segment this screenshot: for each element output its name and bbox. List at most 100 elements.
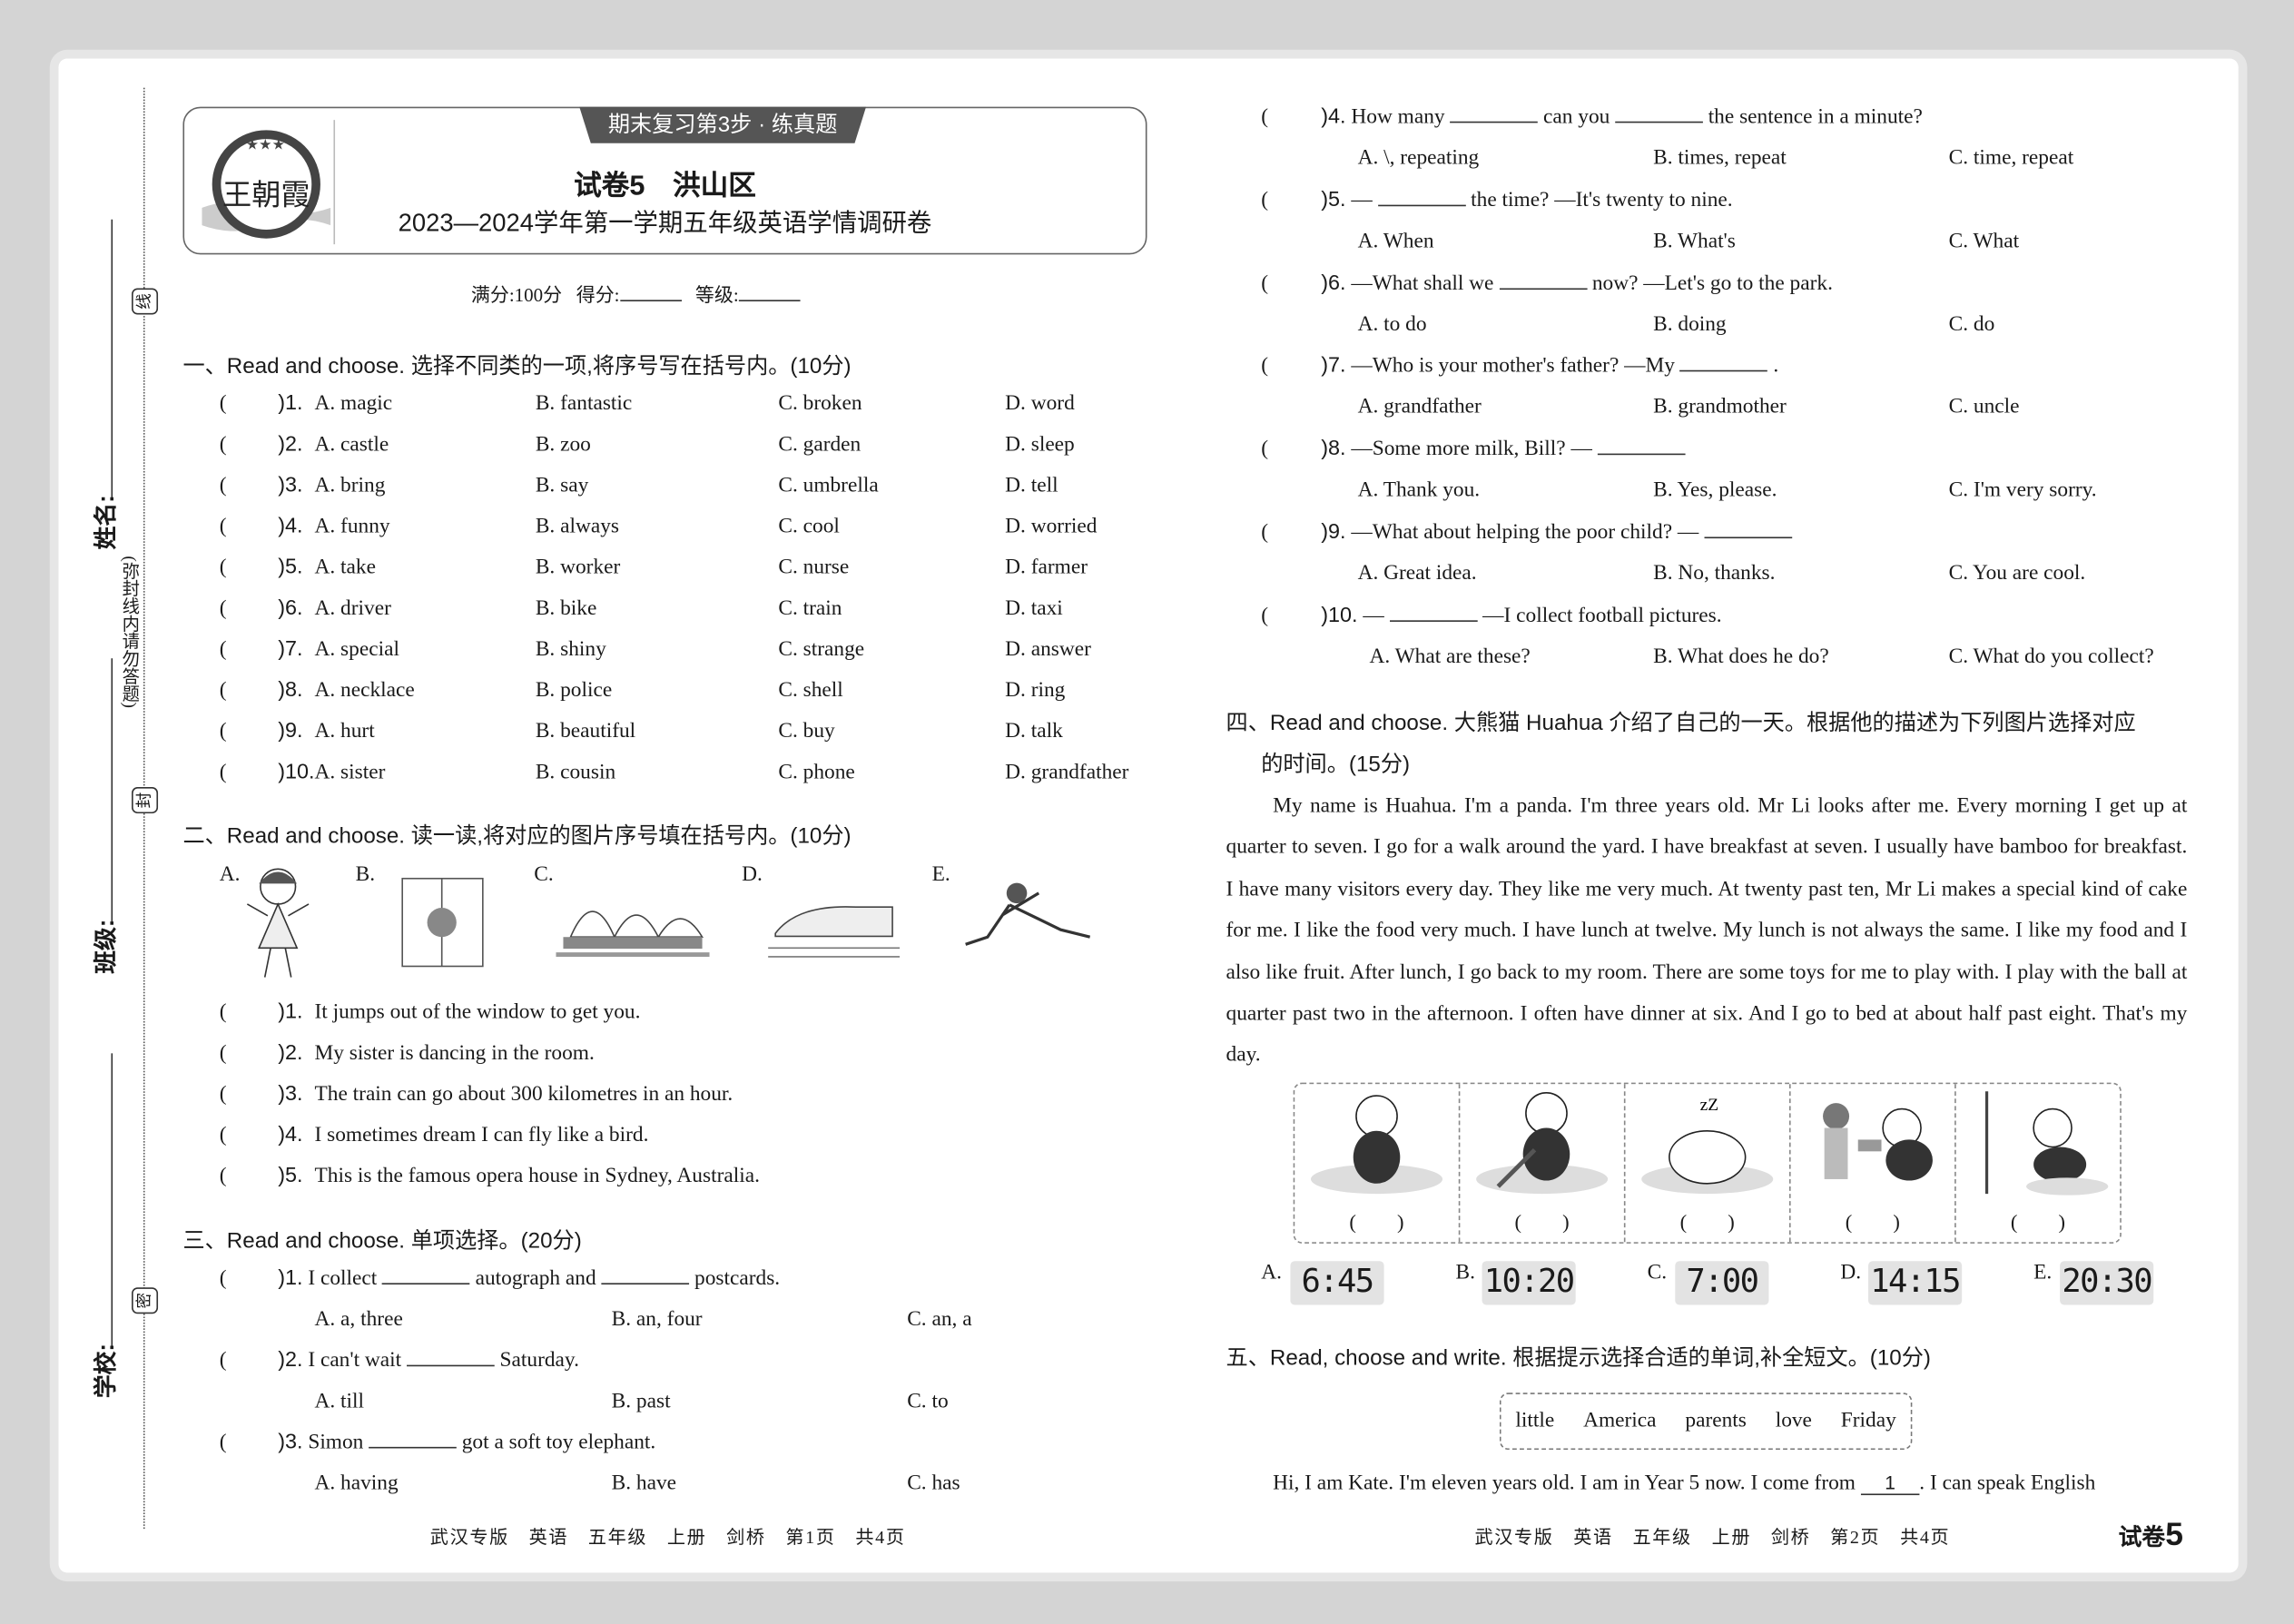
question-stem: )3. Simon got a soft toy elephant. <box>278 1431 655 1455</box>
option-b: B. worker <box>535 556 621 580</box>
answer-blank[interactable] <box>1389 619 1478 622</box>
option-a: A. \, repeating <box>1357 146 1480 170</box>
option-d: D. talk <box>1005 719 1063 743</box>
question-text: This is the famous opera house in Sydney… <box>314 1164 760 1188</box>
answer-paren[interactable]: ( <box>219 1266 227 1291</box>
question-text: Saturday. <box>499 1348 579 1373</box>
answer-paren[interactable]: ( <box>219 1082 227 1107</box>
option-a: A. Thank you. <box>1357 478 1481 503</box>
badge-text: 试卷 <box>2118 1525 2166 1551</box>
option-a: A. to do <box>1357 312 1427 337</box>
answer-paren[interactable]: ( ) <box>1679 1213 1735 1235</box>
answer-paren[interactable]: ( <box>1261 188 1269 212</box>
answer-paren[interactable]: ( <box>219 1041 227 1066</box>
answer-paren[interactable]: ( <box>1261 520 1269 545</box>
digital-clock: 10:20 <box>1482 1261 1576 1305</box>
answer-blank[interactable] <box>406 1364 495 1367</box>
digital-clock: 6:45 <box>1290 1261 1384 1305</box>
answer-blank[interactable] <box>1679 370 1768 372</box>
answer-blank[interactable] <box>382 1283 470 1284</box>
question-text: —Who is your mother's father? —My <box>1351 354 1676 379</box>
question-number: )3. <box>278 1431 303 1454</box>
answer-paren[interactable]: ( <box>1261 604 1269 628</box>
option-c: C. cool <box>778 515 840 539</box>
grade-field[interactable] <box>738 300 801 301</box>
option-c: C. I'm very sorry. <box>1948 478 2097 503</box>
answer-blank[interactable] <box>1450 121 1539 123</box>
question-stem: )6. —What shall we now? —Let's go to the… <box>1321 271 1833 296</box>
question-number: )1. <box>278 1000 303 1025</box>
answer-paren[interactable]: ( <box>219 474 227 497</box>
answer-paren[interactable]: ( ) <box>1845 1213 1900 1235</box>
option-b: B. shiny <box>535 637 606 662</box>
option-b: B. bike <box>535 596 597 621</box>
answer-paren[interactable]: ( <box>219 761 227 784</box>
answer-paren[interactable]: ( <box>1261 105 1269 129</box>
option-b: B. times, repeat <box>1653 146 1787 170</box>
section-2-title: 二、Read and choose. 读一读,将对应的图片序号填在括号内。(10… <box>182 823 852 849</box>
answer-paren[interactable]: ( <box>219 1123 227 1147</box>
section-3-title: 三、Read and choose. 单项选择。(20分) <box>182 1228 582 1255</box>
answer-paren[interactable]: ( <box>219 719 227 743</box>
answer-paren[interactable]: ( <box>1261 354 1269 379</box>
answer-paren[interactable]: ( <box>219 678 227 703</box>
option-d: D. ring <box>1005 678 1066 703</box>
answer-blank[interactable] <box>1377 204 1466 206</box>
answer-paren[interactable]: ( <box>1261 438 1269 461</box>
question-text: postcards. <box>694 1266 781 1291</box>
cloze-blank-1[interactable]: 1 <box>1860 1471 1920 1496</box>
question-number: )7. <box>278 637 303 662</box>
score-field[interactable] <box>619 300 682 301</box>
question-text: I can't wait <box>308 1348 402 1373</box>
option-a: A. driver <box>314 596 391 621</box>
question-text: It jumps out of the window to get you. <box>314 1000 641 1025</box>
footer-right: 武汉专版 英语 五年级 上册 剑桥 第2页 共4页 <box>1474 1527 1951 1549</box>
answer-paren[interactable]: ( ) <box>1514 1213 1570 1235</box>
answer-paren[interactable]: ( <box>1261 271 1269 295</box>
answer-paren[interactable]: ( ) <box>2010 1213 2066 1235</box>
answer-blank[interactable] <box>1597 453 1686 456</box>
option-d: D. tell <box>1005 474 1058 497</box>
answer-paren[interactable]: ( <box>219 515 227 539</box>
question-number: )7. <box>1321 354 1346 379</box>
answer-blank[interactable] <box>1499 287 1587 290</box>
answer-paren[interactable]: ( <box>219 391 227 416</box>
option-a: A. bring <box>314 474 386 497</box>
option-b: B. police <box>535 678 613 703</box>
answer-paren[interactable]: ( <box>219 637 227 662</box>
answer-blank[interactable] <box>369 1446 457 1449</box>
answer-blank[interactable] <box>1615 121 1703 123</box>
option-c: C. to <box>907 1390 949 1413</box>
answer-paren[interactable]: ( <box>219 1164 227 1188</box>
question-number: )9. <box>1321 520 1346 545</box>
answer-blank[interactable] <box>1704 536 1792 539</box>
answer-paren[interactable]: ( <box>219 1000 227 1025</box>
digital-clock: 20:30 <box>2060 1261 2154 1305</box>
question-text: — <box>1351 188 1373 212</box>
question-stem: )1. I collect autograph and postcards. <box>278 1267 780 1292</box>
option-b: B. say <box>535 474 589 497</box>
option-a: A. necklace <box>314 678 415 703</box>
section-4-title-cont: 的时间。(15分) <box>1261 752 1411 777</box>
review-step-tab: 期末复习第3步 · 练真题 <box>579 106 867 143</box>
option-c: C. phone <box>778 761 855 784</box>
reading-passage: My name is Huahua. I'm a panda. I'm thre… <box>1226 794 2188 1068</box>
panda-eating-icon <box>1310 1095 1443 1195</box>
option-a: A. grandfather <box>1357 395 1482 419</box>
answer-paren[interactable]: ( <box>219 1431 227 1454</box>
picture-label-d: D. <box>742 862 763 887</box>
class-label: 班级: <box>94 919 120 974</box>
option-c: C. garden <box>778 433 861 457</box>
school-line <box>111 1053 113 1346</box>
answer-blank[interactable] <box>601 1283 690 1284</box>
answer-paren[interactable]: ( <box>219 1348 227 1373</box>
answer-paren[interactable]: ( <box>219 556 227 580</box>
seal-mark-bottom: 密 <box>132 1287 159 1314</box>
question-text: I sometimes dream I can fly like a bird. <box>314 1123 649 1147</box>
answer-paren[interactable]: ( <box>219 596 227 621</box>
option-d: D. answer <box>1005 637 1091 662</box>
section-4-title: 四、Read and choose. 大熊猫 Huahua 介绍了自己的一天。根… <box>1226 711 2136 736</box>
answer-paren[interactable]: ( <box>219 433 227 457</box>
answer-paren[interactable]: ( ) <box>1349 1213 1404 1235</box>
